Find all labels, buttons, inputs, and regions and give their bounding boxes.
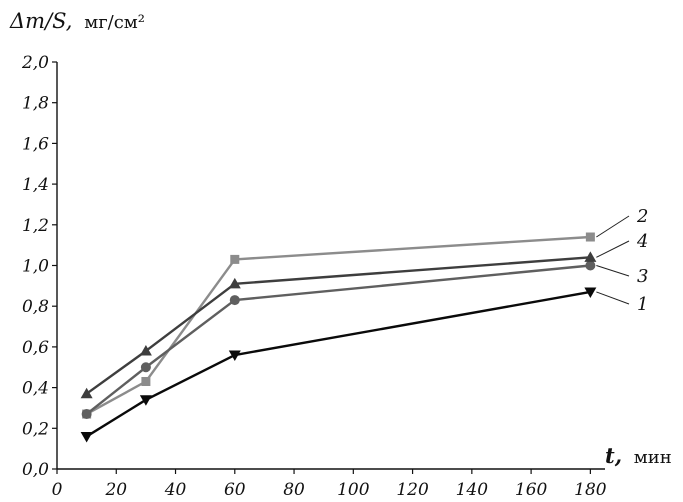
data-point: [228, 350, 241, 362]
y-tick-label: 0,0: [22, 460, 49, 480]
series-3-line: [85, 264, 591, 415]
y-tick-label: 0,4: [22, 379, 49, 399]
x-axis-unit: мин: [634, 447, 672, 468]
x-ticks: 0 20 40 60 80 100 120 140 160 180: [52, 469, 607, 500]
series-3: [81, 260, 596, 420]
series-label-leader: [596, 215, 630, 238]
y-tick-label: 0,8: [22, 297, 49, 317]
x-tick-label: 60: [224, 480, 246, 500]
x-tick-label: 20: [104, 480, 127, 500]
y-tick-label: 1,4: [22, 175, 49, 195]
series-4: [80, 251, 597, 399]
data-point: [80, 431, 93, 443]
x-tick-label: 40: [164, 480, 187, 500]
series-label: 3: [637, 266, 648, 287]
y-axis-unit: мг/см²: [84, 12, 145, 33]
data-point: [229, 295, 240, 306]
x-tick-label: 140: [456, 480, 489, 500]
y-tick-label: 1,6: [22, 134, 49, 154]
series-label: 1: [637, 294, 648, 315]
y-axis-variable: Δm/S,: [9, 9, 72, 33]
data-point: [228, 277, 241, 289]
data-point: [140, 362, 151, 373]
series-layer: [80, 232, 597, 443]
series-4-line: [85, 256, 591, 395]
x-tick-label: 80: [283, 480, 305, 500]
axes: 0,0 0,2 0,4 0,6 0,8 1,0 1,2 1,4 1,6 1,8 2,0 0 20 40 6…: [21, 53, 607, 500]
data-point: [584, 287, 597, 298]
x-tick-label: 120: [396, 480, 429, 500]
data-point: [139, 395, 152, 406]
series-1-line: [86, 290, 591, 438]
series-label-leader: [596, 291, 630, 305]
data-point: [141, 376, 151, 386]
series-2-line: [86, 235, 591, 416]
data-point: [230, 254, 240, 264]
y-tick-label: 0,6: [22, 338, 49, 358]
series-labels: 1 2 3 4: [596, 206, 648, 315]
x-axis-title: t, мин: [605, 443, 672, 468]
series-label-leader: [596, 265, 630, 277]
y-tick-label: 2,0: [21, 53, 49, 73]
y-tick-label: 1,8: [22, 94, 49, 114]
data-point: [81, 409, 92, 420]
data-point: [584, 251, 597, 262]
series-label: 4: [636, 231, 648, 252]
x-tick-label: 0: [52, 480, 63, 500]
series-label: 2: [636, 206, 648, 227]
y-ticks: 0,0 0,2 0,4 0,6 0,8 1,0 1,2 1,4 1,6 1,8 2,0: [21, 53, 57, 480]
series-1: [80, 287, 597, 443]
y-axis-title: Δm/S, мг/см²: [9, 9, 145, 33]
x-axis-variable: t,: [605, 443, 622, 468]
data-point: [585, 260, 596, 271]
data-point: [585, 232, 595, 242]
data-point: [139, 344, 152, 356]
series-2: [82, 232, 595, 419]
series-label-leader: [596, 240, 630, 258]
x-tick-label: 180: [574, 480, 607, 500]
y-tick-label: 1,2: [22, 216, 49, 236]
y-tick-label: 1,0: [22, 257, 49, 277]
x-tick-label: 100: [337, 480, 370, 500]
x-tick-label: 160: [515, 480, 548, 500]
y-tick-label: 0,2: [22, 419, 49, 439]
data-point: [80, 387, 93, 399]
